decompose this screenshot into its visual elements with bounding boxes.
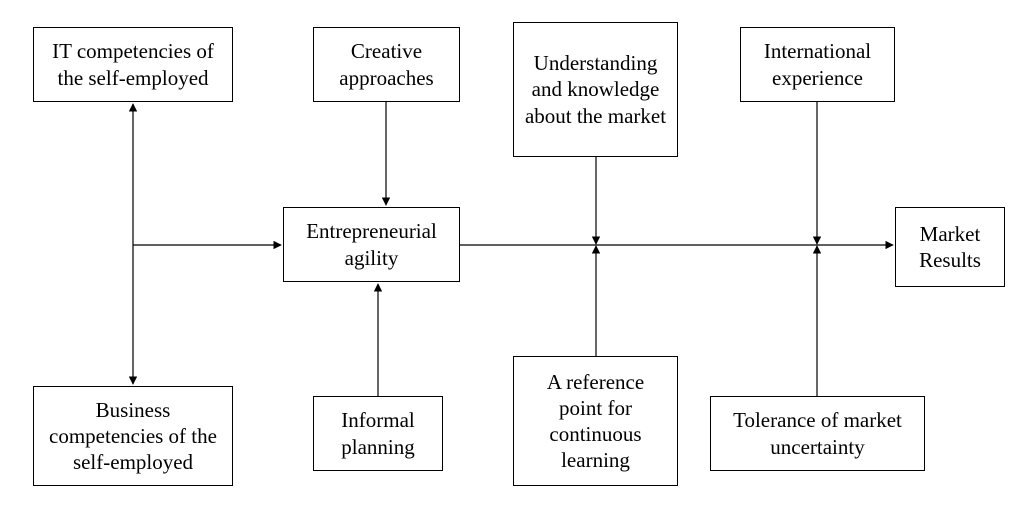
node-label: A reference point for continuous learnin… xyxy=(524,369,667,474)
node-label: Informal planning xyxy=(324,407,432,460)
node-reference-point: A reference point for continuous learnin… xyxy=(513,356,678,486)
node-label: Creative approaches xyxy=(324,38,449,91)
node-informal-planning: Informal planning xyxy=(313,396,443,471)
node-market-results: Market Results xyxy=(895,207,1005,287)
node-creative-approaches: Creative approaches xyxy=(313,27,460,102)
node-business-competencies: Business competencies of the self-employ… xyxy=(33,386,233,486)
node-label: Understanding and knowledge about the ma… xyxy=(524,50,667,129)
node-label: Business competencies of the self-employ… xyxy=(44,397,222,476)
node-it-competencies: IT competencies of the self-employed xyxy=(33,27,233,102)
diagram-canvas: IT competencies of the self-employed Cre… xyxy=(0,0,1023,509)
node-label: Market Results xyxy=(906,221,994,274)
node-label: IT competencies of the self-employed xyxy=(44,38,222,91)
node-label: Tolerance of market uncertainty xyxy=(721,407,914,460)
node-entrepreneurial-agility: Entrepreneurial agility xyxy=(283,207,460,282)
node-label: Entrepreneurial agility xyxy=(294,218,449,271)
node-international-experience: International experience xyxy=(740,27,895,102)
node-understanding-market: Understanding and knowledge about the ma… xyxy=(513,22,678,157)
node-tolerance-uncertainty: Tolerance of market uncertainty xyxy=(710,396,925,471)
node-label: International experience xyxy=(751,38,884,91)
